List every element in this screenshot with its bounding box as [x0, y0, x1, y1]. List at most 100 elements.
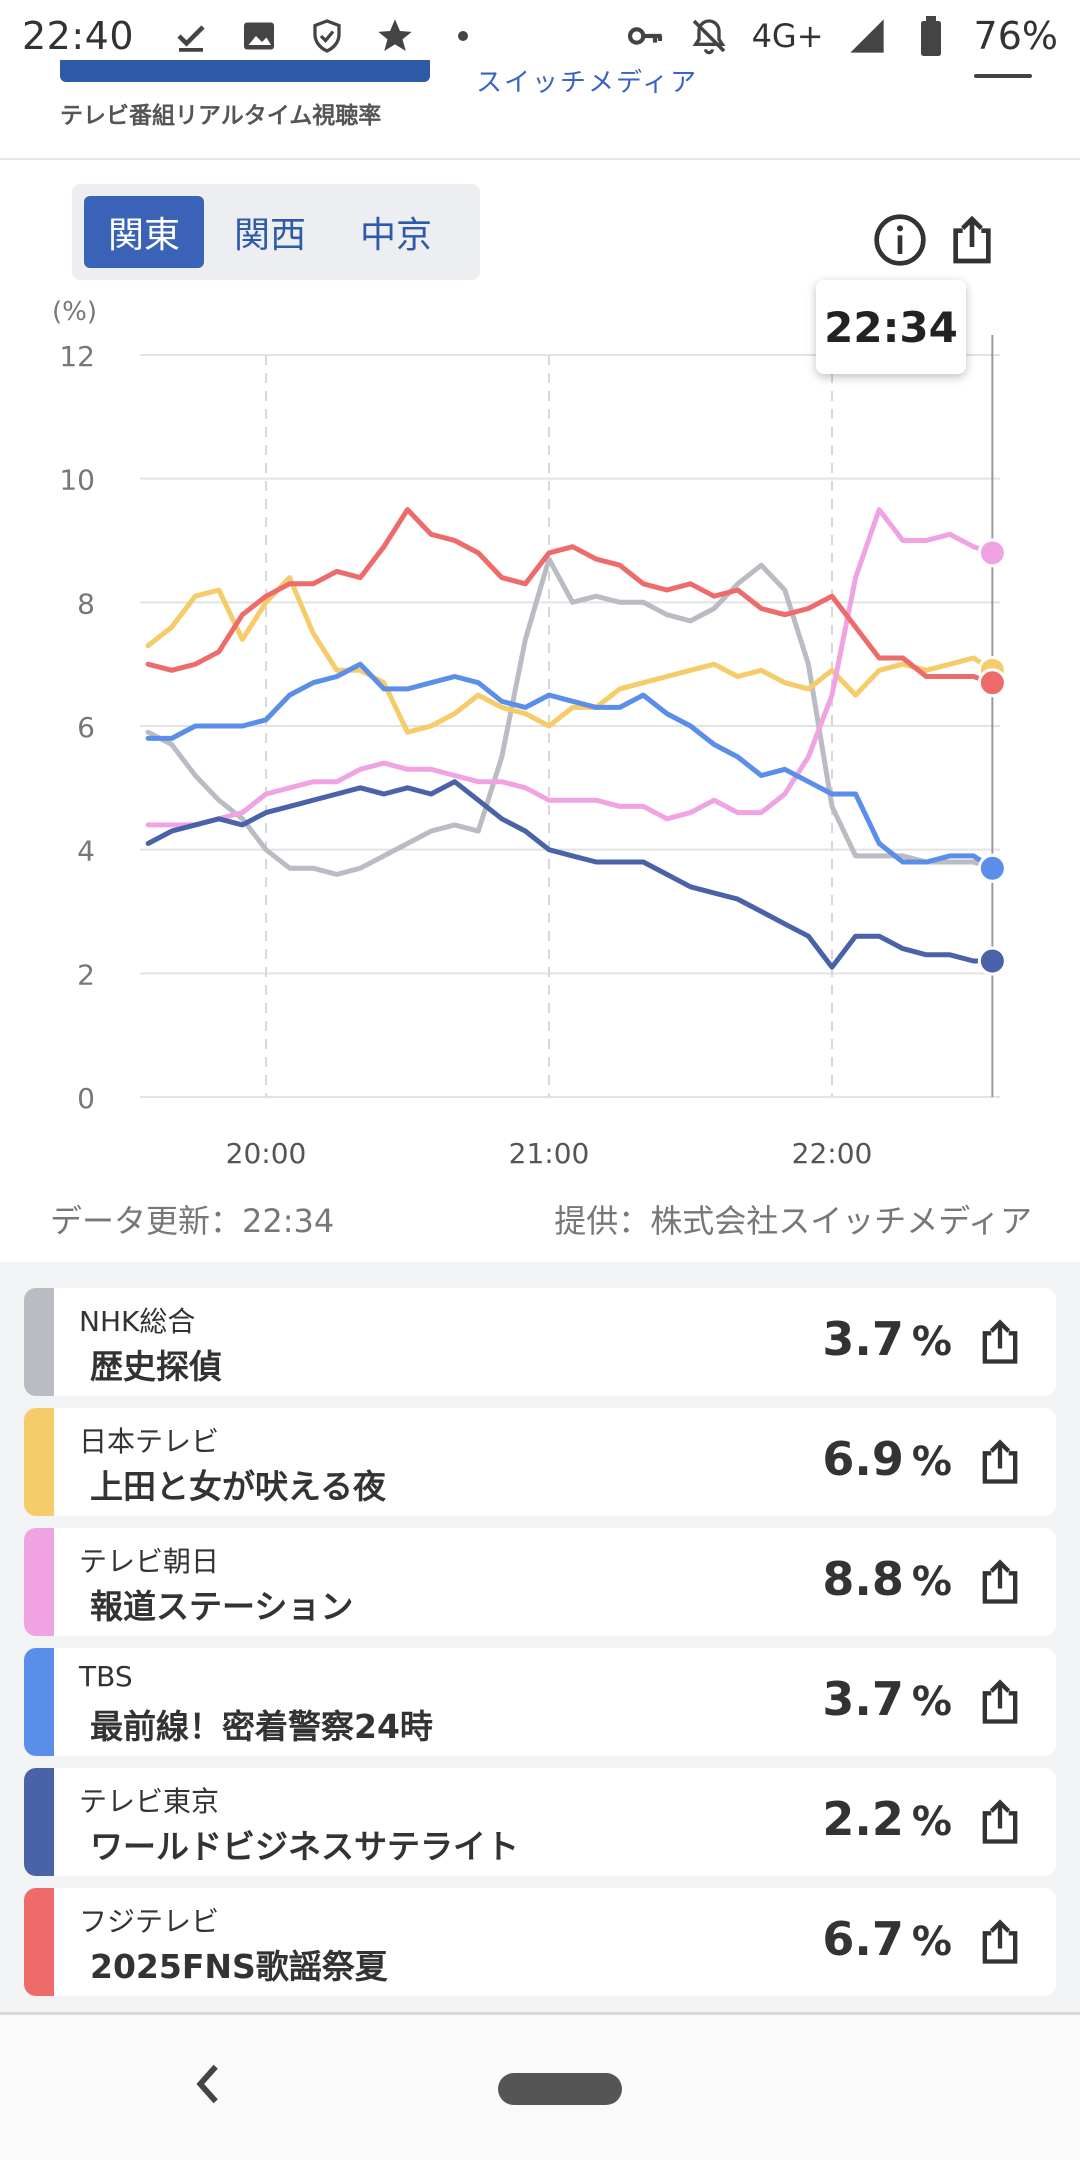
y-axis-label: (%): [52, 297, 97, 327]
image-icon: [238, 15, 280, 57]
program-title: 最前線！密着警察24時: [90, 1707, 433, 1746]
rating-unit: %: [911, 1559, 952, 1605]
channel-name: テレビ朝日: [79, 1545, 220, 1578]
rating-row-nhk[interactable]: NHK総合 歴史探偵 3.7%: [24, 1288, 1056, 1396]
info-icon[interactable]: [872, 212, 928, 268]
rating-unit: %: [911, 1319, 952, 1365]
series-line[interactable]: [145, 507, 995, 686]
system-nav-bar: [0, 2012, 1080, 2160]
series-end-marker: [977, 946, 1007, 976]
vpn-key-icon: [624, 15, 666, 57]
channel-color-bar: [24, 1888, 54, 1996]
rating-row-fujitv[interactable]: フジテレビ 2025FNS歌謡祭夏 6.7%: [24, 1888, 1056, 1996]
battery-icon: [910, 15, 952, 57]
series-line[interactable]: [145, 575, 995, 735]
share-icon[interactable]: [974, 1676, 1026, 1728]
channel-color-bar: [24, 1408, 54, 1516]
share-icon[interactable]: [974, 1436, 1026, 1488]
series-line[interactable]: [145, 556, 995, 877]
ratings-list: NHK総合 歴史探偵 3.7% 日本テレビ 上田と女が吠える夜 6.9% テレビ…: [0, 1262, 1080, 2012]
rating-unit: %: [911, 1799, 952, 1845]
bell-off-icon: [688, 15, 730, 57]
y-tick-label: 4: [77, 835, 95, 868]
rating-value: 3.7%: [822, 1312, 952, 1366]
app-header: テレビ番組リアルタイム視聴率 スイッチメディア: [0, 60, 1080, 160]
series-end-marker: [977, 538, 1007, 568]
x-tick-label: 22:00: [792, 1137, 873, 1170]
x-tick-label: 21:00: [509, 1137, 590, 1170]
menu-icon[interactable]: [974, 74, 1032, 78]
chart-tooltip: 22:34: [816, 280, 966, 374]
dot-icon: [442, 15, 484, 57]
ratings-chart[interactable]: 0 2 4 6 8 10 12 (%) 20:00 21:00 22:00: [0, 290, 1080, 1170]
company-name: スイッチメディア: [476, 68, 699, 98]
download-done-icon: [170, 15, 212, 57]
series-line[interactable]: [145, 507, 995, 828]
series-line[interactable]: [145, 661, 995, 871]
y-tick-label: 0: [77, 1082, 95, 1115]
program-title: 2025FNS歌謡祭夏: [90, 1947, 388, 1986]
rating-number: 3.7: [822, 1312, 904, 1366]
tab-chukyo[interactable]: 中京: [359, 215, 432, 256]
rating-value: 3.7%: [822, 1672, 952, 1726]
rating-value: 2.2%: [822, 1792, 952, 1846]
network-type: 4G+: [751, 17, 824, 55]
series-end-marker: [977, 668, 1007, 698]
y-tick-label: 12: [59, 340, 95, 373]
y-tick-label: 10: [59, 464, 95, 497]
share-icon[interactable]: [944, 212, 1000, 268]
channel-name: 日本テレビ: [79, 1425, 220, 1458]
rating-unit: %: [911, 1919, 952, 1965]
rating-row-ntv[interactable]: 日本テレビ 上田と女が吠える夜 6.9%: [24, 1408, 1056, 1516]
series-line[interactable]: [145, 779, 995, 970]
rating-unit: %: [911, 1679, 952, 1725]
y-tick-label: 2: [77, 958, 95, 991]
channel-color-bar: [24, 1288, 54, 1396]
channel-name: NHK総合: [79, 1305, 196, 1338]
rating-row-tbs[interactable]: TBS 最前線！密着警察24時 3.7%: [24, 1648, 1056, 1756]
logo-subtitle: テレビ番組リアルタイム視聴率: [60, 103, 382, 129]
region-tabs: 関東 関西 中京: [72, 184, 480, 280]
tab-kanto[interactable]: 関東: [84, 196, 204, 268]
tab-kansai[interactable]: 関西: [233, 215, 306, 256]
program-title: 上田と女が吠える夜: [90, 1467, 387, 1506]
home-pill[interactable]: [498, 2073, 622, 2105]
channel-color-bar: [24, 1528, 54, 1636]
channel-name: テレビ東京: [79, 1785, 220, 1818]
rating-value: 8.8%: [822, 1552, 952, 1606]
program-title: 歴史探偵: [90, 1347, 222, 1386]
x-tick-label: 20:00: [226, 1137, 307, 1170]
y-tick-label: 6: [77, 711, 95, 744]
share-icon[interactable]: [974, 1556, 1026, 1608]
channel-name: TBS: [79, 1660, 133, 1693]
rating-number: 6.7: [822, 1912, 904, 1966]
rating-value: 6.9%: [822, 1432, 952, 1486]
y-tick-label: 8: [77, 587, 95, 620]
rating-value: 6.7%: [822, 1912, 952, 1966]
share-icon[interactable]: [974, 1316, 1026, 1368]
star-icon: [374, 15, 416, 57]
shield-check-icon: [306, 15, 348, 57]
status-time: 22:40: [22, 14, 135, 58]
back-icon[interactable]: [188, 2059, 228, 2109]
rating-row-tvtokyo[interactable]: テレビ東京 ワールドビジネスサテライト 2.2%: [24, 1768, 1056, 1876]
channel-color-bar: [24, 1768, 54, 1876]
rating-number: 3.7: [822, 1672, 904, 1726]
rating-unit: %: [911, 1439, 952, 1485]
rating-number: 2.2: [822, 1792, 904, 1846]
share-icon[interactable]: [974, 1796, 1026, 1848]
share-icon[interactable]: [974, 1916, 1026, 1968]
channel-color-bar: [24, 1648, 54, 1756]
rating-row-tvasahi[interactable]: テレビ朝日 報道ステーション 8.8%: [24, 1528, 1056, 1636]
series-end-marker: [977, 853, 1007, 883]
program-title: 報道ステーション: [90, 1587, 354, 1626]
logo[interactable]: [60, 60, 430, 82]
program-title: ワールドビジネスサテライト: [90, 1827, 519, 1866]
rating-number: 6.9: [822, 1432, 904, 1486]
rating-number: 8.8: [822, 1552, 904, 1606]
data-updated: データ更新：22:34: [50, 1202, 335, 1240]
channel-name: フジテレビ: [79, 1905, 220, 1938]
data-provider: 提供：株式会社スイッチメディア: [554, 1202, 1032, 1240]
signal-icon: [846, 15, 888, 57]
status-bar: 22:40 4G+ 76%: [0, 0, 1080, 72]
